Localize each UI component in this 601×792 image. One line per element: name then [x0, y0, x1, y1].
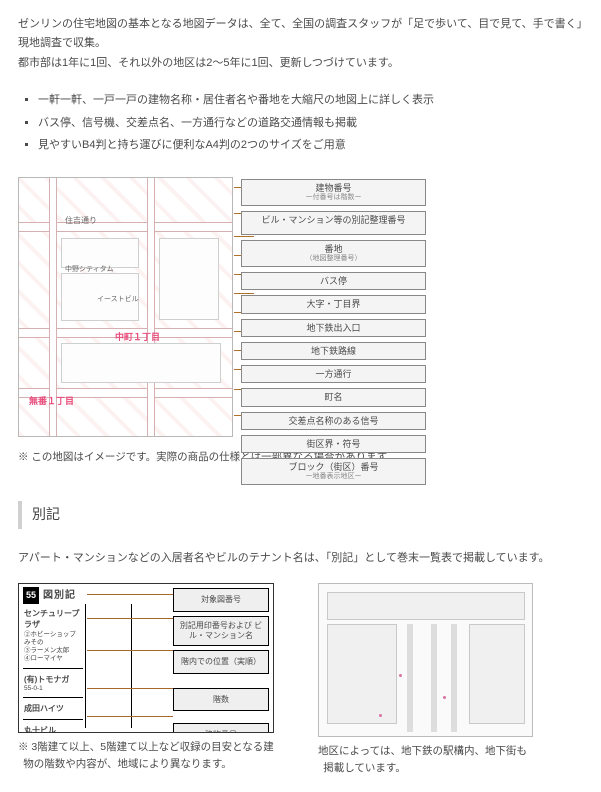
feature-item: バス停、信号機、交差点名、一方通行などの道路交通情報も掲載 — [38, 114, 583, 133]
feature-item: 見やすいB4判と持ち運びに便利なA4判の2つのサイズをご用意 — [38, 136, 583, 155]
legend-item: 地下鉄出入口 — [241, 319, 426, 337]
bekki-figure: 55 図別記 センチュリープラザ ②ホビーショップみその ③ラーメン太郎 ④ロー… — [18, 583, 274, 733]
bekki-legend-item: 別記用印番号および ビル・マンション名 — [173, 616, 269, 646]
legend-item: 一方通行 — [241, 365, 426, 383]
district-label: 中町１丁目 — [115, 330, 160, 345]
bekki-legend-item: 階内での位置（実順） — [173, 650, 269, 674]
bekki-number: 55 — [23, 587, 39, 604]
subway-caption: 地区によっては、地下鉄の駅構内、地下街も掲載しています。 — [318, 743, 533, 777]
bekki-legend-item: 建物番号 — [173, 723, 269, 733]
feature-list: 一軒一軒、一戸一戸の建物名称・居住者名や番地を大縮尺の地図上に詳しく表示 バス停… — [18, 91, 583, 155]
legend-item: 街区界・符号 — [241, 435, 426, 453]
map-image: 住吉通り 中野シティタム イーストビル 中町１丁目 無番１丁目 — [18, 177, 233, 437]
building-name: (有)トモナガ — [24, 675, 82, 686]
building-name: 成田ハイツ — [24, 704, 82, 715]
bekki-caption: ※ 3階建て以上、5階建て以上など収録の目安となる建物の階数や内容が、地域により… — [18, 739, 278, 773]
building-label: 中野シティタム — [65, 264, 114, 276]
street-label: 住吉通り — [65, 214, 97, 228]
legend-item: 番地（地図整理番号） — [241, 240, 426, 267]
district-label: 無番１丁目 — [29, 394, 74, 409]
bekki-figure-col: 55 図別記 センチュリープラザ ②ホビーショップみその ③ラーメン太郎 ④ロー… — [18, 583, 278, 773]
building-name: 丸十ビル — [24, 726, 82, 733]
bekki-legend-item: 対象図番号 — [173, 588, 269, 612]
subway-figure — [318, 583, 533, 737]
legend-item: バス停 — [241, 272, 426, 290]
map-legend: 建物番号ー付番号は階数ー ビル・マンション等の別記整理番号 番地（地図整理番号）… — [241, 179, 426, 485]
building-label: イーストビル — [97, 294, 139, 306]
bekki-title: 図別記 — [43, 587, 76, 604]
intro-line-1: ゼンリンの住宅地図の基本となる地図データは、全て、全国の調査スタッフが「足で歩い… — [18, 15, 583, 52]
subway-figure-col: 地区によっては、地下鉄の駅構内、地下街も掲載しています。 — [318, 583, 533, 777]
legend-item: ビル・マンション等の別記整理番号 — [241, 211, 426, 235]
legend-item: 建物番号ー付番号は階数ー — [241, 179, 426, 206]
section-intro: アパート・マンションなどの入居者名やビルのテナント名は、「別記」として巻末一覧表… — [18, 549, 583, 568]
figure-row: 55 図別記 センチュリープラザ ②ホビーショップみその ③ラーメン太郎 ④ロー… — [18, 583, 583, 777]
legend-item: 地下鉄路線 — [241, 342, 426, 360]
legend-item: 大字・丁目界 — [241, 295, 426, 313]
building-name: センチュリープラザ — [24, 609, 82, 631]
legend-item: 交差点名称のある信号 — [241, 412, 426, 430]
bekki-legend-item: 階数 — [173, 688, 269, 712]
feature-item: 一軒一軒、一戸一戸の建物名称・居住者名や番地を大縮尺の地図上に詳しく表示 — [38, 91, 583, 110]
intro-line-2: 都市部は1年に1回、それ以外の地区は2〜5年に1回、更新しつづけています。 — [18, 54, 583, 73]
legend-item: ブロック（街区）番号ー地番表示地区ー — [241, 458, 426, 485]
legend-item: 町名 — [241, 388, 426, 406]
section-heading: 別記 — [18, 501, 583, 529]
map-figure: 住吉通り 中野シティタム イーストビル 中町１丁目 無番１丁目 建物番号ー付番号… — [18, 177, 426, 439]
intro-block: ゼンリンの住宅地図の基本となる地図データは、全て、全国の調査スタッフが「足で歩い… — [18, 15, 583, 73]
